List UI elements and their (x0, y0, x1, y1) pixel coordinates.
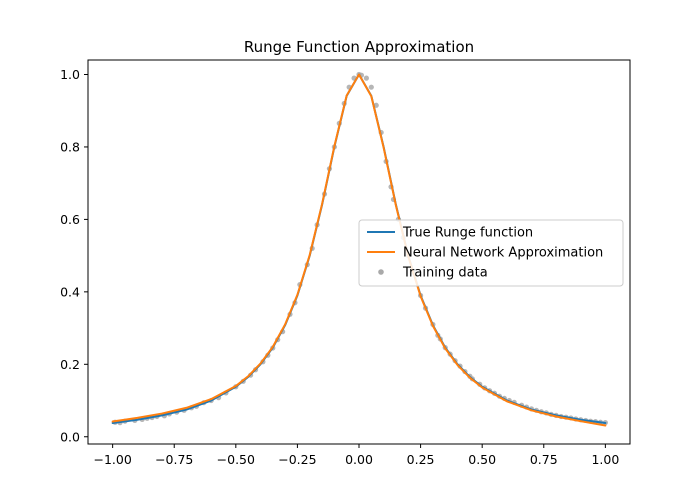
chart-title: Runge Function Approximation (244, 38, 474, 56)
legend-label: True Runge function (402, 226, 533, 241)
x-tick-label: −0.50 (217, 452, 255, 467)
training-data-point (373, 102, 379, 108)
x-tick-label: 0.50 (468, 452, 496, 467)
legend-box (358, 219, 624, 287)
x-tick-label: 0.75 (530, 452, 558, 467)
legend-swatch-marker (378, 269, 384, 275)
y-tick-label: 0.2 (60, 357, 80, 372)
y-tick-label: 0.0 (60, 429, 80, 444)
y-tick-label: 0.6 (60, 212, 80, 227)
training-data-point (363, 75, 369, 81)
x-tick-label: 1.00 (591, 452, 619, 467)
y-tick-label: 0.4 (60, 284, 80, 299)
x-tick-label: 0.00 (345, 452, 373, 467)
legend: True Runge function Neural Network Approx… (358, 219, 624, 287)
x-tick-label: −0.75 (155, 452, 193, 467)
x-tick-label: −0.25 (278, 452, 316, 467)
nn-approximation-line (111, 73, 607, 427)
y-tick-label: 1.0 (60, 67, 80, 82)
plot-area (111, 71, 608, 427)
training-data-point (368, 84, 374, 90)
legend-label: Neural Network Approximation (403, 246, 603, 261)
legend-label: Training data (402, 266, 488, 281)
y-tick-label: 0.8 (60, 139, 80, 154)
x-tick-label: −1.00 (93, 452, 131, 467)
x-tick-label: 0.25 (407, 452, 435, 467)
axes: −1.00 −0.75 −0.50 −0.25 0.00 0.25 0.50 0.75 1.00… (60, 59, 631, 467)
